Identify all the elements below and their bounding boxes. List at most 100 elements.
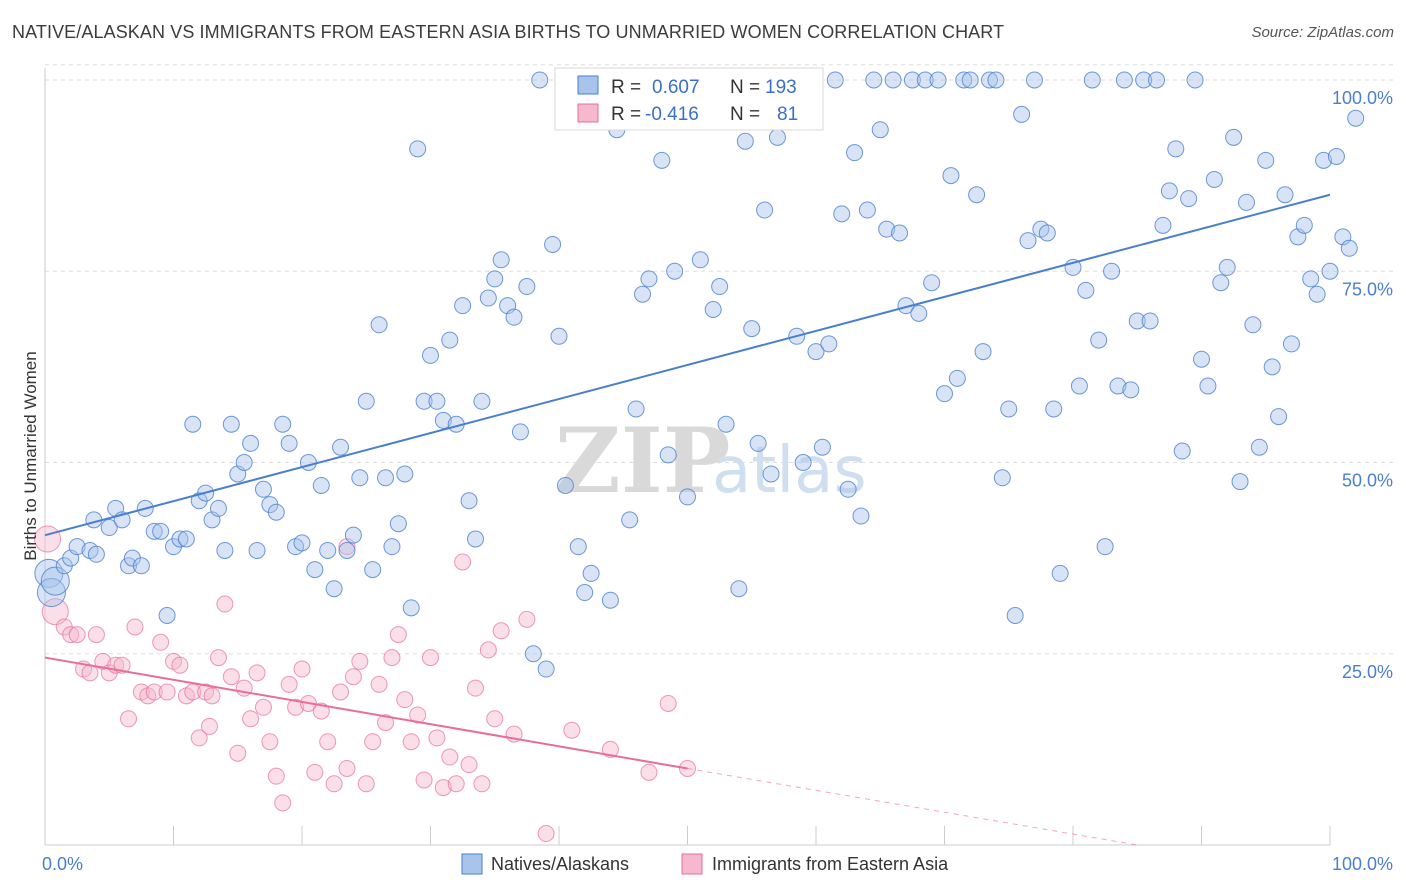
blue-point-68 [479,289,497,307]
pink-swatch [577,103,599,123]
pink-point-50 [357,775,375,793]
legend-blue-swatch [461,853,483,875]
blue-point-61 [434,411,452,429]
blue-point-121 [839,480,857,498]
blue-point-158 [1083,71,1101,89]
blue-point-186 [1263,358,1281,376]
pink-point-13 [126,618,144,636]
pink-point-36 [267,767,285,785]
blue-point-54 [389,515,407,533]
blue-point-140 [961,71,979,89]
blue-point-194 [1315,151,1333,169]
blue-point-30 [235,454,253,471]
blue-point-92 [634,285,652,303]
blue-point-132 [910,304,928,322]
x-tick-label-0: 0.0% [42,854,83,874]
pink-point-26 [203,687,221,705]
pink-point-38 [280,675,298,693]
blue-point-77 [537,660,555,678]
blue-point-102 [711,278,729,296]
blue-point-62 [441,331,459,349]
blue-point-67 [473,392,491,410]
blue-point-5 [68,538,86,556]
blue-point-144 [987,71,1005,89]
pink-point-1 [41,598,69,626]
blue-point-106 [736,132,754,150]
blue-point-181 [1231,473,1249,491]
blue-point-95 [653,151,671,169]
blue-point-183 [1244,316,1262,334]
blue-point-179 [1218,258,1236,276]
blue-point-171 [1167,140,1185,158]
blue-point-87 [601,591,619,609]
blue-point-105 [730,580,748,598]
blue-point-124 [858,201,876,219]
stat-r-value-1: 0.607 [652,77,700,98]
pink-point-59 [415,771,433,789]
pink-point-46 [332,683,350,701]
pink-point-73 [518,610,536,628]
blue-point-65 [460,492,478,510]
blue-point-154 [1051,564,1069,582]
pink-point-77 [640,763,658,781]
pink-point-25 [200,717,218,735]
blue-point-74 [518,278,536,296]
blue-point-26 [209,499,227,517]
trend-lines [44,193,1331,846]
blue-point-189 [1282,335,1300,353]
blue-point-76 [531,71,549,89]
pink-point-68 [473,775,491,793]
blue-point-143 [980,71,998,89]
pink-point-61 [428,729,446,747]
stat-r-label-2: R = [611,104,641,125]
blue-point-22 [184,415,202,433]
pink-point-20 [171,656,189,674]
pink-point-71 [492,622,510,640]
blue-point-90 [621,511,639,529]
blue-point-9 [100,519,118,537]
blue-point-12 [120,557,138,575]
pink-point-39 [287,698,305,716]
pink-point-35 [261,733,279,751]
blue-point-97 [666,262,684,280]
blue-point-55 [396,465,414,483]
blue-point-39 [293,534,311,552]
pink-point-33 [248,664,266,682]
blue-points [34,71,1365,678]
source-label: Source: ZipAtlas.com [1251,24,1394,41]
blue-point-178 [1212,274,1230,292]
blue-point-138 [948,369,966,387]
blue-point-193 [1308,285,1326,303]
blue-point-82 [569,538,587,556]
pink-point-34 [254,698,272,716]
blue-point-50 [364,561,382,579]
blue-point-40 [299,454,317,471]
pink-point-45 [325,775,343,793]
blue-point-142 [974,343,992,361]
blue-point-147 [1006,607,1024,624]
blue-point-64 [454,297,472,315]
blue-point-196 [1327,148,1345,165]
blue-point-78 [544,235,562,253]
blue-point-188 [1276,186,1294,204]
blue-point-169 [1154,216,1172,234]
blue-point-149 [1019,232,1037,250]
blue-point-69 [486,270,504,288]
pink-point-62 [434,779,452,797]
blue-point-150 [1025,71,1043,89]
blue-point-32 [248,541,266,559]
pink-point-69 [479,641,497,659]
blue-point-20 [171,530,189,548]
pink-point-18 [158,683,176,701]
blue-point-172 [1173,442,1191,460]
blue-trend-line [44,193,1331,537]
blue-point-35 [267,503,285,521]
pink-point-65 [454,553,472,571]
blue-point-7 [87,545,105,563]
pink-point-43 [312,702,330,720]
blue-point-133 [916,71,934,89]
pink-point-64 [447,775,465,793]
x-tick-labels: 0.0% 100.0% [42,854,1393,874]
blue-point-80 [556,476,574,494]
blue-point-51 [370,316,388,334]
